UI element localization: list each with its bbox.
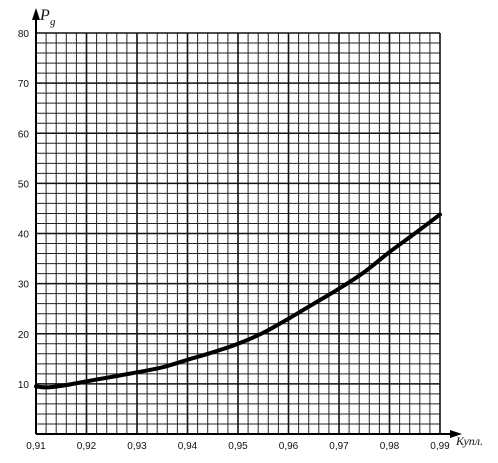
x-tick-label: 0,93 <box>127 441 147 452</box>
y-tick-label: 20 <box>18 330 30 341</box>
y-tick-label: 80 <box>18 29 30 40</box>
y-tick-label: 70 <box>18 79 30 90</box>
y-tick-label: 50 <box>18 179 30 190</box>
tick-labels: 0,91 0,92 0,93 0,94 0,95 0,96 0,97 0,98 0,99 10 20… <box>18 29 450 452</box>
y-tick-label: 60 <box>18 129 30 140</box>
axes <box>32 8 462 438</box>
x-tick-label: 0,98 <box>380 441 400 452</box>
y-axis-arrow <box>32 8 40 20</box>
axis-titles: P g Купл. <box>39 7 483 448</box>
y-tick-label: 30 <box>18 280 30 291</box>
y-axis-title: P <box>39 7 50 24</box>
x-tick-label: 0,96 <box>279 441 299 452</box>
x-tick-label: 0,92 <box>77 441 97 452</box>
x-tick-label: 0,94 <box>178 441 198 452</box>
y-tick-label: 10 <box>18 380 30 391</box>
series-line <box>34 212 442 390</box>
x-tick-label: 0,91 <box>26 441 46 452</box>
x-axis-arrow <box>450 430 462 438</box>
x-axis-title: Купл. <box>455 434 483 448</box>
series-layer <box>34 212 442 390</box>
y-tick-label: 40 <box>18 230 30 241</box>
x-tick-label: 0,97 <box>329 441 349 452</box>
y-axis-title-subscript: g <box>50 16 56 28</box>
x-tick-label: 0,99 <box>430 441 450 452</box>
x-tick-label: 0,95 <box>228 441 248 452</box>
